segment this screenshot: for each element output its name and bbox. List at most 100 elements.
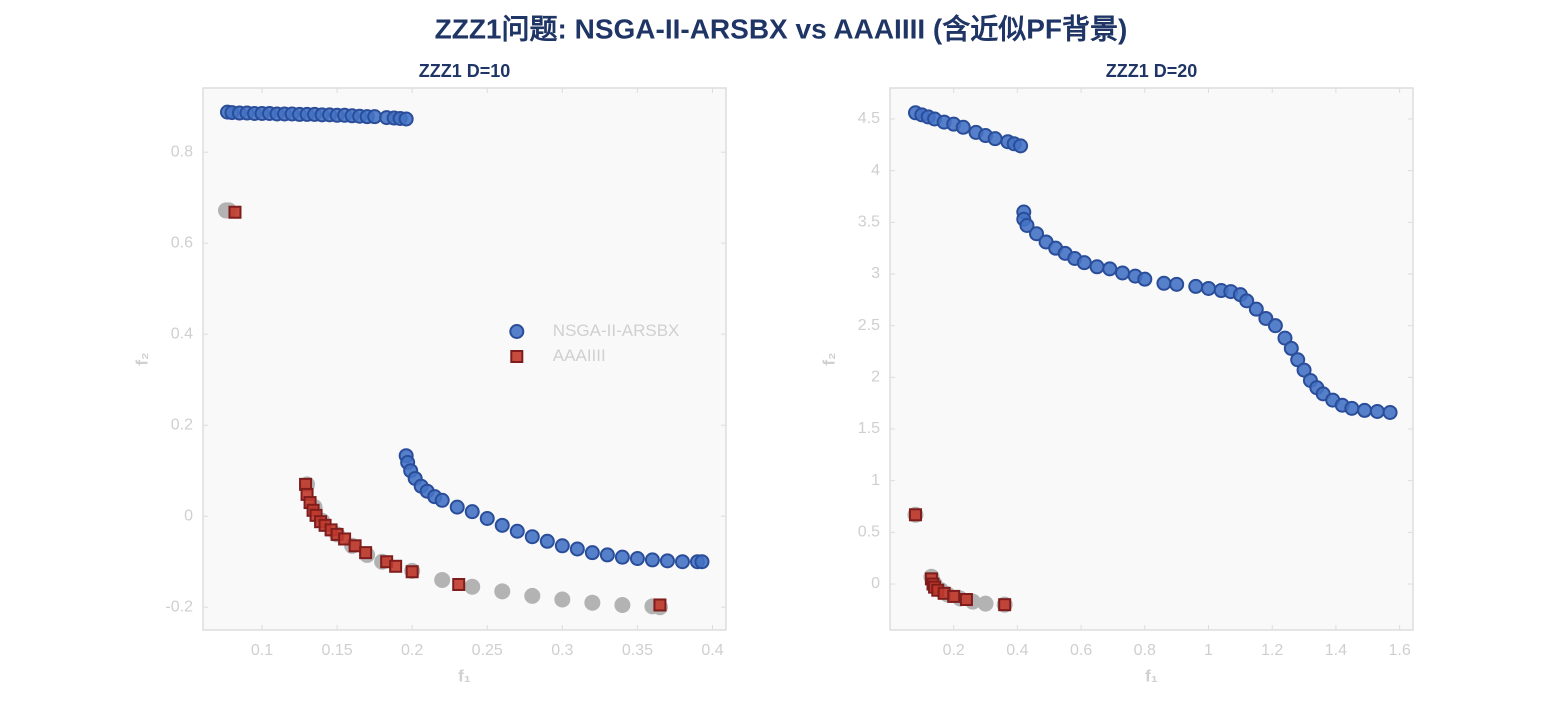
point — [524, 529, 540, 545]
point — [367, 109, 383, 125]
x-tick-label: 1.6 — [1388, 642, 1410, 659]
y-tick-label: 1.5 — [858, 420, 880, 437]
point — [644, 552, 660, 568]
point — [539, 533, 555, 549]
point — [1357, 402, 1373, 418]
point — [405, 565, 419, 579]
point — [694, 554, 710, 570]
x-tick-label: 0.35 — [622, 642, 653, 659]
point — [398, 111, 414, 127]
y-tick-label: 0 — [871, 575, 880, 592]
point — [434, 492, 450, 508]
figure-title: ZZZ1问题: NSGA-II-ARSBX vs AAAIIII (含近似PF背… — [435, 12, 1128, 44]
point — [1344, 400, 1360, 416]
x-axis-label: f₁ — [1145, 666, 1158, 685]
y-tick-label: 0.2 — [171, 416, 193, 433]
point — [908, 508, 922, 522]
point — [1267, 318, 1283, 334]
point — [554, 538, 570, 554]
x-axis-label: f₁ — [458, 666, 471, 685]
point — [1248, 301, 1264, 317]
pf-point — [494, 583, 511, 600]
point — [1019, 217, 1035, 233]
point — [494, 517, 510, 533]
point — [584, 545, 600, 561]
x-tick-label: 0.6 — [1070, 642, 1092, 659]
point — [464, 504, 480, 520]
subplot-title: ZZZ1 D=10 — [419, 61, 511, 81]
point — [1169, 276, 1185, 292]
pf-point — [977, 595, 994, 612]
y-tick-label: 3.5 — [858, 214, 880, 231]
x-tick-label: 0.8 — [1134, 642, 1156, 659]
point — [955, 119, 971, 135]
y-tick-label: -0.2 — [165, 598, 193, 615]
x-tick-label: 1 — [1204, 642, 1213, 659]
x-tick-label: 0.3 — [551, 642, 573, 659]
point — [479, 511, 495, 527]
y-tick-label: 1 — [871, 472, 880, 489]
pf-point — [614, 596, 631, 613]
y-tick-label: 0.4 — [171, 325, 193, 342]
point — [599, 547, 615, 563]
point — [1283, 340, 1299, 356]
point — [1156, 275, 1172, 291]
pf-point — [464, 578, 481, 595]
point — [509, 523, 525, 539]
point — [228, 205, 242, 219]
point — [1239, 293, 1255, 309]
x-tick-label: 0.15 — [322, 642, 353, 659]
point — [1188, 278, 1204, 294]
point — [1076, 255, 1092, 271]
point — [1115, 265, 1131, 281]
y-tick-label: 0.5 — [858, 524, 880, 541]
y-axis-label: f₂ — [132, 352, 151, 365]
point — [1201, 280, 1217, 296]
point — [1089, 259, 1105, 275]
x-tick-label: 1.4 — [1325, 642, 1347, 659]
point — [452, 577, 466, 591]
x-tick-label: 1.2 — [1261, 642, 1283, 659]
legend-marker — [509, 324, 525, 339]
point — [1102, 261, 1118, 277]
legend-marker — [510, 350, 524, 363]
point — [659, 553, 675, 569]
point — [449, 499, 465, 515]
x-tick-label: 0.25 — [472, 642, 503, 659]
y-tick-label: 0.8 — [171, 143, 193, 160]
subplot-title: ZZZ1 D=20 — [1106, 61, 1198, 81]
y-tick-label: 4.5 — [858, 110, 880, 127]
point — [569, 541, 585, 557]
y-tick-label: 4 — [871, 162, 880, 179]
point — [614, 549, 630, 565]
x-tick-label: 0.2 — [943, 642, 965, 659]
pf-point — [524, 587, 541, 604]
y-tick-label: 0 — [184, 507, 193, 524]
point — [389, 559, 403, 573]
y-tick-label: 2.5 — [858, 317, 880, 334]
pf-point — [434, 571, 451, 588]
point — [1137, 271, 1153, 287]
point — [959, 593, 973, 607]
plot-area — [889, 87, 1414, 631]
x-tick-label: 0.4 — [701, 642, 723, 659]
point — [629, 551, 645, 567]
pf-point — [584, 594, 601, 611]
plot-area — [202, 87, 727, 631]
point — [1013, 138, 1029, 154]
pf-point — [554, 591, 571, 608]
point — [359, 546, 373, 560]
point — [1029, 226, 1045, 242]
point — [1382, 404, 1398, 420]
point — [338, 532, 352, 546]
y-axis-label: f₂ — [819, 352, 838, 365]
point — [998, 598, 1012, 612]
y-tick-label: 3 — [871, 265, 880, 282]
y-tick-label: 2 — [871, 369, 880, 386]
point — [947, 589, 961, 603]
x-tick-label: 0.4 — [1006, 642, 1028, 659]
y-tick-label: 0.6 — [171, 234, 193, 251]
x-tick-label: 0.2 — [401, 642, 423, 659]
x-tick-label: 0.1 — [251, 642, 273, 659]
